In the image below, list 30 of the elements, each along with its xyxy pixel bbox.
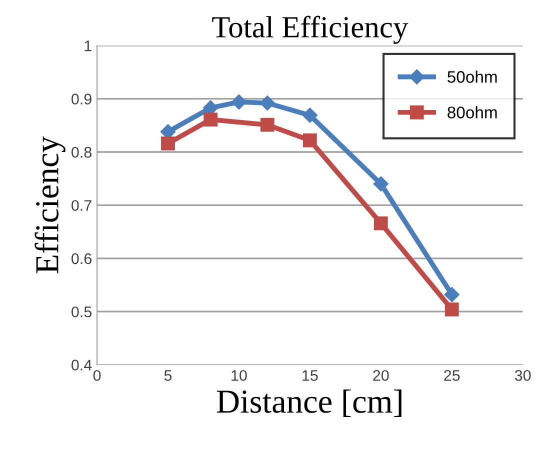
y-tick-label: 0.6 — [72, 253, 92, 264]
point — [161, 136, 175, 150]
point — [231, 94, 247, 110]
legend-label: 50ohm — [448, 70, 497, 83]
x-axis-title: Distance [cm] — [216, 389, 402, 418]
point — [444, 287, 460, 302]
point — [260, 95, 275, 111]
y-tick-label: 0.9 — [72, 94, 92, 104]
y-axis-title: Efficiency — [34, 136, 66, 274]
legend-label: 80ohm — [448, 106, 497, 118]
point — [302, 108, 318, 123]
point — [444, 302, 459, 316]
x-tick-label: 0 — [93, 370, 101, 381]
point — [374, 216, 388, 230]
point — [373, 176, 388, 192]
x-tick-label: 5 — [164, 370, 172, 381]
point — [302, 133, 317, 148]
y-tick-label: 0.4 — [72, 360, 92, 370]
point — [260, 118, 274, 132]
y-tick-label: 0.7 — [72, 200, 92, 211]
x-tick-label: 20 — [373, 370, 389, 381]
y-tick-label: 1 — [84, 40, 92, 52]
x-tick-label: 30 — [514, 370, 531, 381]
chart-title: Total Efficiency — [212, 16, 408, 44]
y-tick-label: 0.5 — [72, 306, 92, 318]
y-tick-label: 0.8 — [72, 146, 92, 158]
x-tick-label: 15 — [302, 370, 318, 381]
x-tick-label: 10 — [232, 370, 247, 381]
x-tick-label: 25 — [444, 370, 460, 381]
point — [204, 112, 218, 126]
